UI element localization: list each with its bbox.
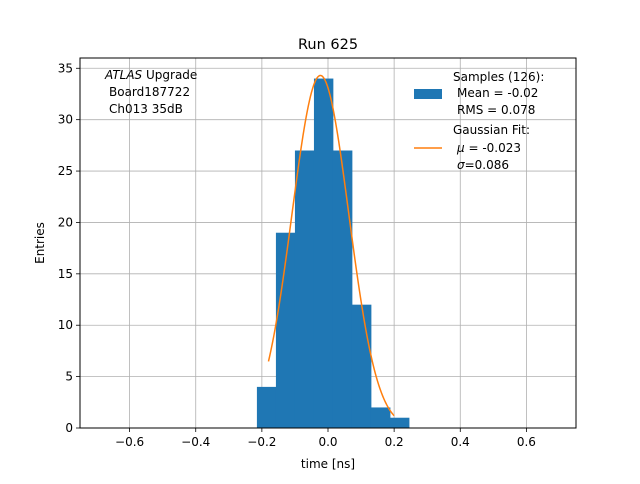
histogram-bar-3 [313, 78, 334, 429]
y-axis-label: Entries [33, 222, 47, 264]
annotation-channel: Ch013 35dB [109, 102, 183, 116]
atlas-annotation: ATLAS Upgrade Board187722 Ch013 35dB [104, 68, 197, 116]
y-tick-label-5: 25 [58, 164, 73, 178]
histogram-bar-4 [332, 150, 353, 428]
y-tick-label-7: 35 [58, 61, 73, 75]
legend-fit-mu: μ = -0.023 [456, 141, 521, 155]
x-axis-ticks: −0.6 −0.4 −0.2 0.0 0.2 0.4 0.6 [115, 428, 536, 449]
histogram-bar-7 [390, 417, 410, 428]
annotation-atlas: ATLAS [104, 68, 143, 82]
histogram-bar-0 [256, 386, 277, 428]
x-tick-label-2: −0.2 [247, 435, 276, 449]
histogram-bar-1 [275, 232, 296, 428]
annotation-upgrade: Upgrade [142, 68, 197, 82]
legend-sigma-value: =0.086 [465, 158, 509, 172]
y-tick-label-1: 5 [65, 370, 73, 384]
x-tick-label-3: 0.0 [318, 435, 337, 449]
x-tick-label-1: −0.4 [181, 435, 210, 449]
x-axis-label: time [ns] [301, 457, 355, 471]
y-tick-label-0: 0 [65, 421, 73, 435]
x-tick-label-6: 0.6 [517, 435, 536, 449]
y-tick-label-6: 30 [58, 113, 73, 127]
legend-histogram-mean: Mean = -0.02 [457, 86, 538, 100]
histogram-bar-2 [294, 150, 315, 428]
histogram-bar-5 [351, 304, 372, 428]
y-tick-label-2: 10 [58, 318, 73, 332]
gaussian-fit [267, 74, 395, 417]
x-tick-label-4: 0.2 [385, 435, 404, 449]
y-axis-ticks: 0 5 10 15 20 25 30 35 [58, 61, 80, 435]
legend-fit-name: Gaussian Fit: [453, 123, 530, 137]
legend: Samples (126): Mean = -0.02 RMS = 0.078 … [414, 70, 544, 172]
gaussian-fit-curve [267, 74, 395, 417]
chart-title: Run 625 [298, 37, 358, 53]
annotation-line-1: ATLAS Upgrade [104, 68, 197, 82]
y-tick-label-4: 20 [58, 215, 73, 229]
legend-histogram-swatch [414, 89, 442, 99]
annotation-board: Board187722 [109, 85, 190, 99]
x-tick-label-5: 0.4 [451, 435, 470, 449]
y-tick-label-3: 15 [58, 267, 73, 281]
x-tick-label-0: −0.6 [115, 435, 144, 449]
histogram-bars [256, 78, 410, 429]
legend-histogram-rms: RMS = 0.078 [457, 103, 535, 117]
legend-histogram-name: Samples (126): [453, 70, 544, 84]
legend-mu-symbol: μ [456, 141, 465, 155]
legend-sigma-symbol: σ [457, 158, 465, 172]
legend-mu-value: = -0.023 [465, 141, 521, 155]
legend-fit-sigma: σ=0.086 [457, 158, 509, 172]
histogram-bar-6 [370, 407, 391, 428]
